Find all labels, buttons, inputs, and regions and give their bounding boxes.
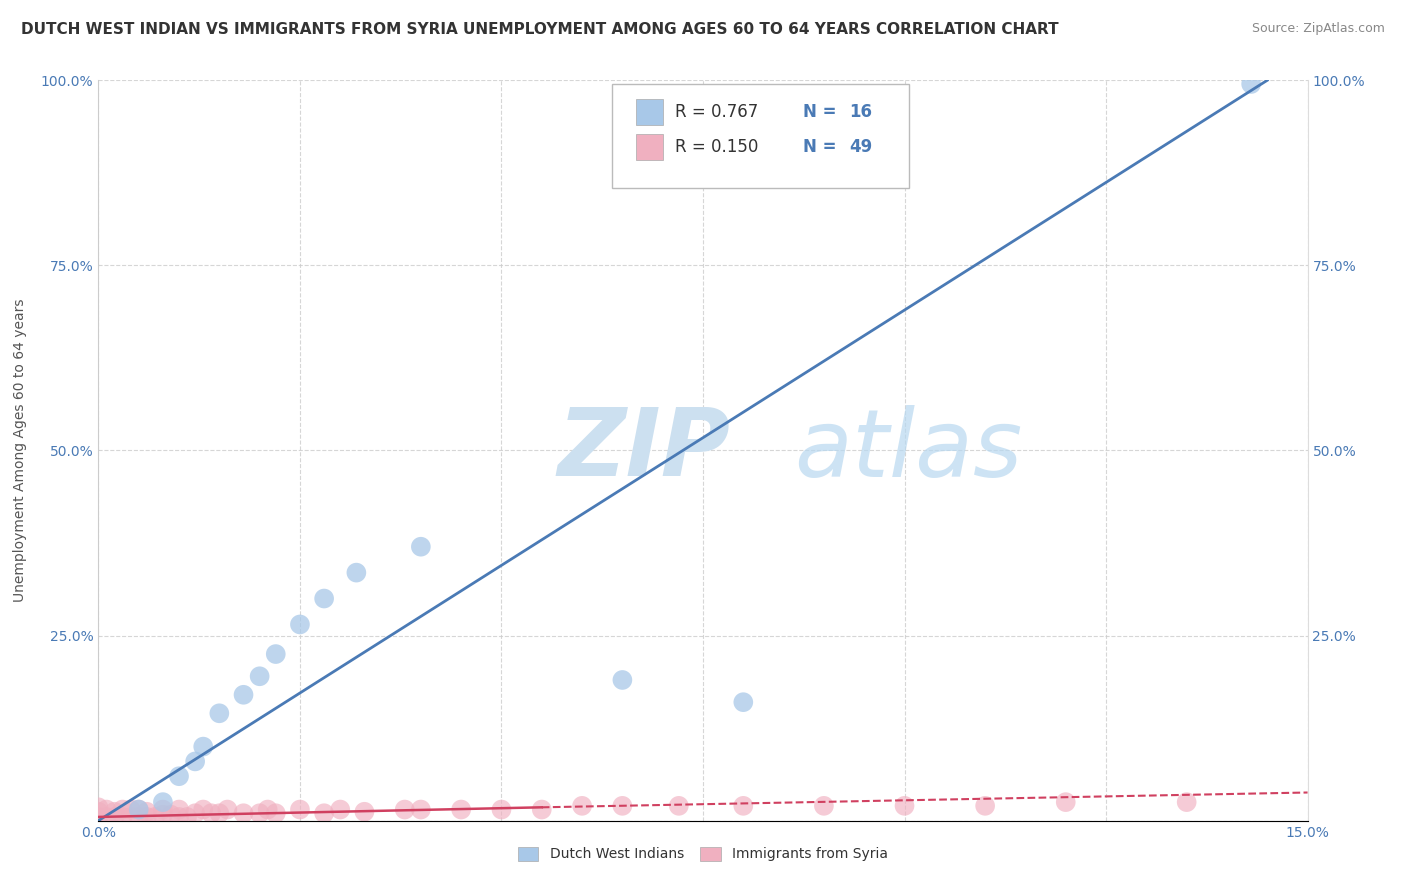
Point [264,806,287,821]
Point [353,805,375,819]
Point [200,806,222,821]
Point [184,755,207,769]
Point [128,810,150,824]
Point [152,807,174,822]
Point [217,803,239,817]
Text: Source: ZipAtlas.com: Source: ZipAtlas.com [1251,22,1385,36]
Point [184,806,207,821]
Point [87,805,110,819]
Point [1240,77,1263,91]
Point [409,803,432,817]
Text: N =: N = [803,138,842,156]
Text: R = 0.767: R = 0.767 [675,103,758,121]
Point [160,807,183,822]
Point [249,669,271,683]
Legend: Dutch West Indians, Immigrants from Syria: Dutch West Indians, Immigrants from Syri… [512,841,894,867]
Point [193,739,215,754]
Point [103,810,125,824]
FancyBboxPatch shape [637,99,664,125]
Point [1054,795,1077,809]
Point [1175,795,1198,809]
Point [409,540,432,554]
Point [232,806,254,821]
FancyBboxPatch shape [613,84,908,187]
Point [893,798,915,813]
Point [87,800,110,814]
Point [571,798,593,813]
Point [167,769,190,783]
Point [135,810,157,824]
Point [167,803,190,817]
Point [167,810,190,824]
Point [612,673,634,687]
Point [128,803,150,817]
Point [120,803,142,817]
Point [491,803,513,817]
Point [128,803,150,817]
Text: atlas: atlas [793,405,1022,496]
Point [450,803,472,817]
Point [264,647,287,661]
Point [111,803,134,817]
Point [193,803,215,817]
Point [394,803,416,817]
Point [103,805,125,819]
Point [249,806,271,821]
Point [232,688,254,702]
Text: R = 0.150: R = 0.150 [675,138,759,156]
Point [87,810,110,824]
Point [256,803,278,817]
Point [176,810,198,824]
Point [152,795,174,809]
Point [208,706,231,721]
Text: ZIP: ZIP [558,404,731,497]
Y-axis label: Unemployment Among Ages 60 to 64 years: Unemployment Among Ages 60 to 64 years [13,299,27,602]
Point [733,695,755,709]
Text: DUTCH WEST INDIAN VS IMMIGRANTS FROM SYRIA UNEMPLOYMENT AMONG AGES 60 TO 64 YEAR: DUTCH WEST INDIAN VS IMMIGRANTS FROM SYR… [21,22,1059,37]
Point [344,566,367,580]
Text: N =: N = [803,103,842,121]
Point [314,591,336,606]
Point [152,803,174,817]
Point [96,810,118,824]
Point [96,803,118,817]
Point [974,798,997,813]
Point [111,810,134,824]
Point [135,805,157,819]
Point [288,617,311,632]
Point [208,806,231,821]
Point [668,798,690,813]
Point [288,803,311,817]
Point [329,803,352,817]
Point [733,798,755,813]
Point [314,806,336,821]
FancyBboxPatch shape [637,134,664,160]
Point [612,798,634,813]
Point [530,803,553,817]
Point [813,798,835,813]
Point [120,810,142,824]
Text: 49: 49 [849,138,873,156]
Point [143,810,166,824]
Text: 16: 16 [849,103,872,121]
